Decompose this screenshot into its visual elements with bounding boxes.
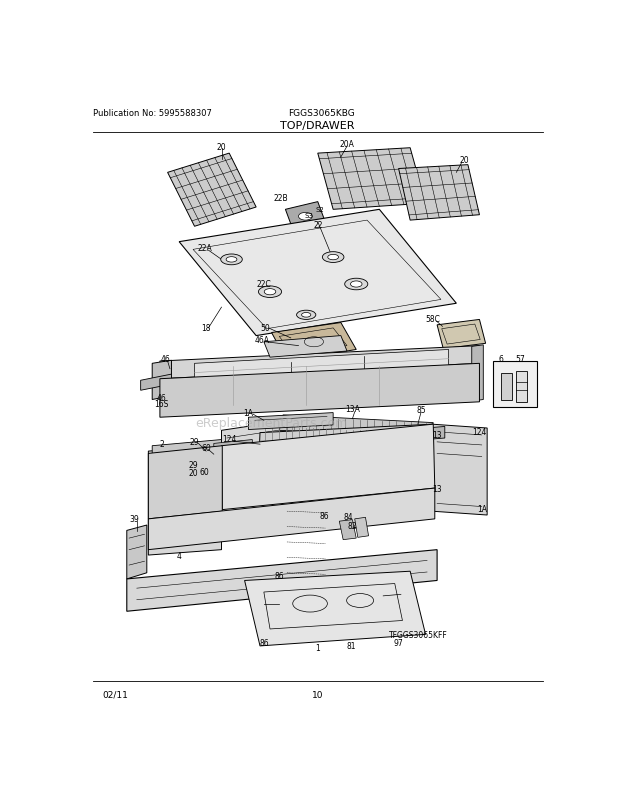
Ellipse shape (350, 282, 362, 288)
Polygon shape (432, 424, 487, 516)
Text: 16S: 16S (154, 399, 169, 408)
Text: 86: 86 (319, 511, 329, 520)
Text: 58C: 58C (426, 314, 441, 324)
Ellipse shape (328, 255, 339, 261)
Text: 85: 85 (417, 406, 427, 415)
Text: 81: 81 (346, 642, 356, 650)
Text: 13A: 13A (345, 405, 360, 414)
Polygon shape (160, 364, 479, 418)
Polygon shape (148, 446, 223, 519)
Polygon shape (264, 336, 347, 358)
Text: 20: 20 (459, 156, 469, 164)
Polygon shape (437, 320, 485, 349)
Text: 20: 20 (188, 468, 198, 477)
Text: 29: 29 (188, 461, 198, 470)
Polygon shape (214, 440, 252, 452)
Text: 57: 57 (515, 354, 525, 364)
Text: 13: 13 (432, 430, 442, 439)
Polygon shape (249, 413, 333, 430)
Polygon shape (258, 424, 433, 488)
Polygon shape (339, 520, 356, 540)
Text: 60: 60 (200, 467, 210, 476)
Ellipse shape (345, 279, 368, 290)
Ellipse shape (264, 290, 276, 295)
Text: 2: 2 (159, 439, 164, 448)
Text: TOP/DRAWER: TOP/DRAWER (280, 121, 355, 131)
Polygon shape (127, 550, 437, 611)
Text: 18: 18 (202, 324, 211, 333)
Text: 60: 60 (202, 444, 211, 452)
Text: 20A: 20A (340, 140, 355, 149)
Text: eReplacementParts.com: eReplacementParts.com (195, 416, 348, 430)
Text: S3: S3 (304, 213, 313, 218)
Polygon shape (494, 362, 537, 407)
Text: 1: 1 (316, 643, 320, 652)
Text: 22B: 22B (273, 194, 288, 203)
Text: 86: 86 (259, 638, 268, 646)
Polygon shape (516, 371, 527, 403)
Text: 124: 124 (472, 427, 487, 437)
Ellipse shape (301, 313, 311, 318)
Text: 97: 97 (394, 638, 404, 646)
Text: 1A: 1A (477, 504, 487, 514)
Text: 86: 86 (275, 571, 284, 580)
Text: 13: 13 (432, 484, 442, 493)
Text: Publication No: 5995588307: Publication No: 5995588307 (93, 108, 212, 118)
Text: 46: 46 (157, 393, 166, 402)
Text: 4: 4 (177, 552, 182, 561)
Ellipse shape (259, 286, 281, 298)
Polygon shape (127, 525, 147, 579)
Text: 10: 10 (312, 690, 324, 699)
Ellipse shape (226, 257, 237, 263)
Polygon shape (399, 165, 479, 221)
Text: 39: 39 (130, 515, 140, 524)
Text: 46A: 46A (255, 335, 270, 345)
Polygon shape (202, 452, 221, 468)
Polygon shape (279, 415, 433, 439)
Ellipse shape (322, 253, 344, 263)
Text: 46: 46 (161, 354, 170, 364)
Ellipse shape (221, 255, 242, 265)
Polygon shape (152, 440, 221, 456)
Polygon shape (141, 375, 172, 391)
Text: TFGGS3065KFF: TFGGS3065KFF (389, 630, 447, 639)
Text: 82: 82 (348, 520, 357, 530)
Polygon shape (179, 210, 456, 336)
Polygon shape (317, 148, 425, 210)
Text: 02/11: 02/11 (102, 690, 128, 699)
Polygon shape (221, 419, 298, 484)
Polygon shape (160, 346, 479, 379)
Text: FGGS3065KBG: FGGS3065KBG (288, 108, 355, 118)
Text: S2: S2 (316, 207, 324, 213)
Polygon shape (152, 361, 172, 400)
Text: 1A: 1A (244, 408, 254, 418)
Text: 22A: 22A (197, 244, 212, 253)
Polygon shape (285, 202, 326, 231)
Text: 22: 22 (313, 221, 322, 230)
Text: 29: 29 (190, 437, 200, 446)
Polygon shape (425, 427, 445, 440)
Text: 22C: 22C (257, 279, 271, 289)
Polygon shape (221, 424, 435, 510)
Polygon shape (148, 446, 221, 555)
Text: 6: 6 (498, 354, 503, 364)
Polygon shape (501, 373, 512, 400)
Text: 20: 20 (216, 143, 226, 152)
Ellipse shape (296, 311, 316, 320)
Polygon shape (472, 346, 484, 402)
Polygon shape (167, 154, 256, 227)
Polygon shape (195, 350, 449, 395)
Polygon shape (148, 488, 435, 550)
Text: 84: 84 (343, 512, 353, 521)
Polygon shape (245, 572, 425, 646)
Text: 50: 50 (260, 324, 270, 333)
Polygon shape (355, 517, 368, 537)
Ellipse shape (298, 213, 312, 221)
Text: 124: 124 (222, 435, 236, 444)
Polygon shape (272, 323, 356, 362)
